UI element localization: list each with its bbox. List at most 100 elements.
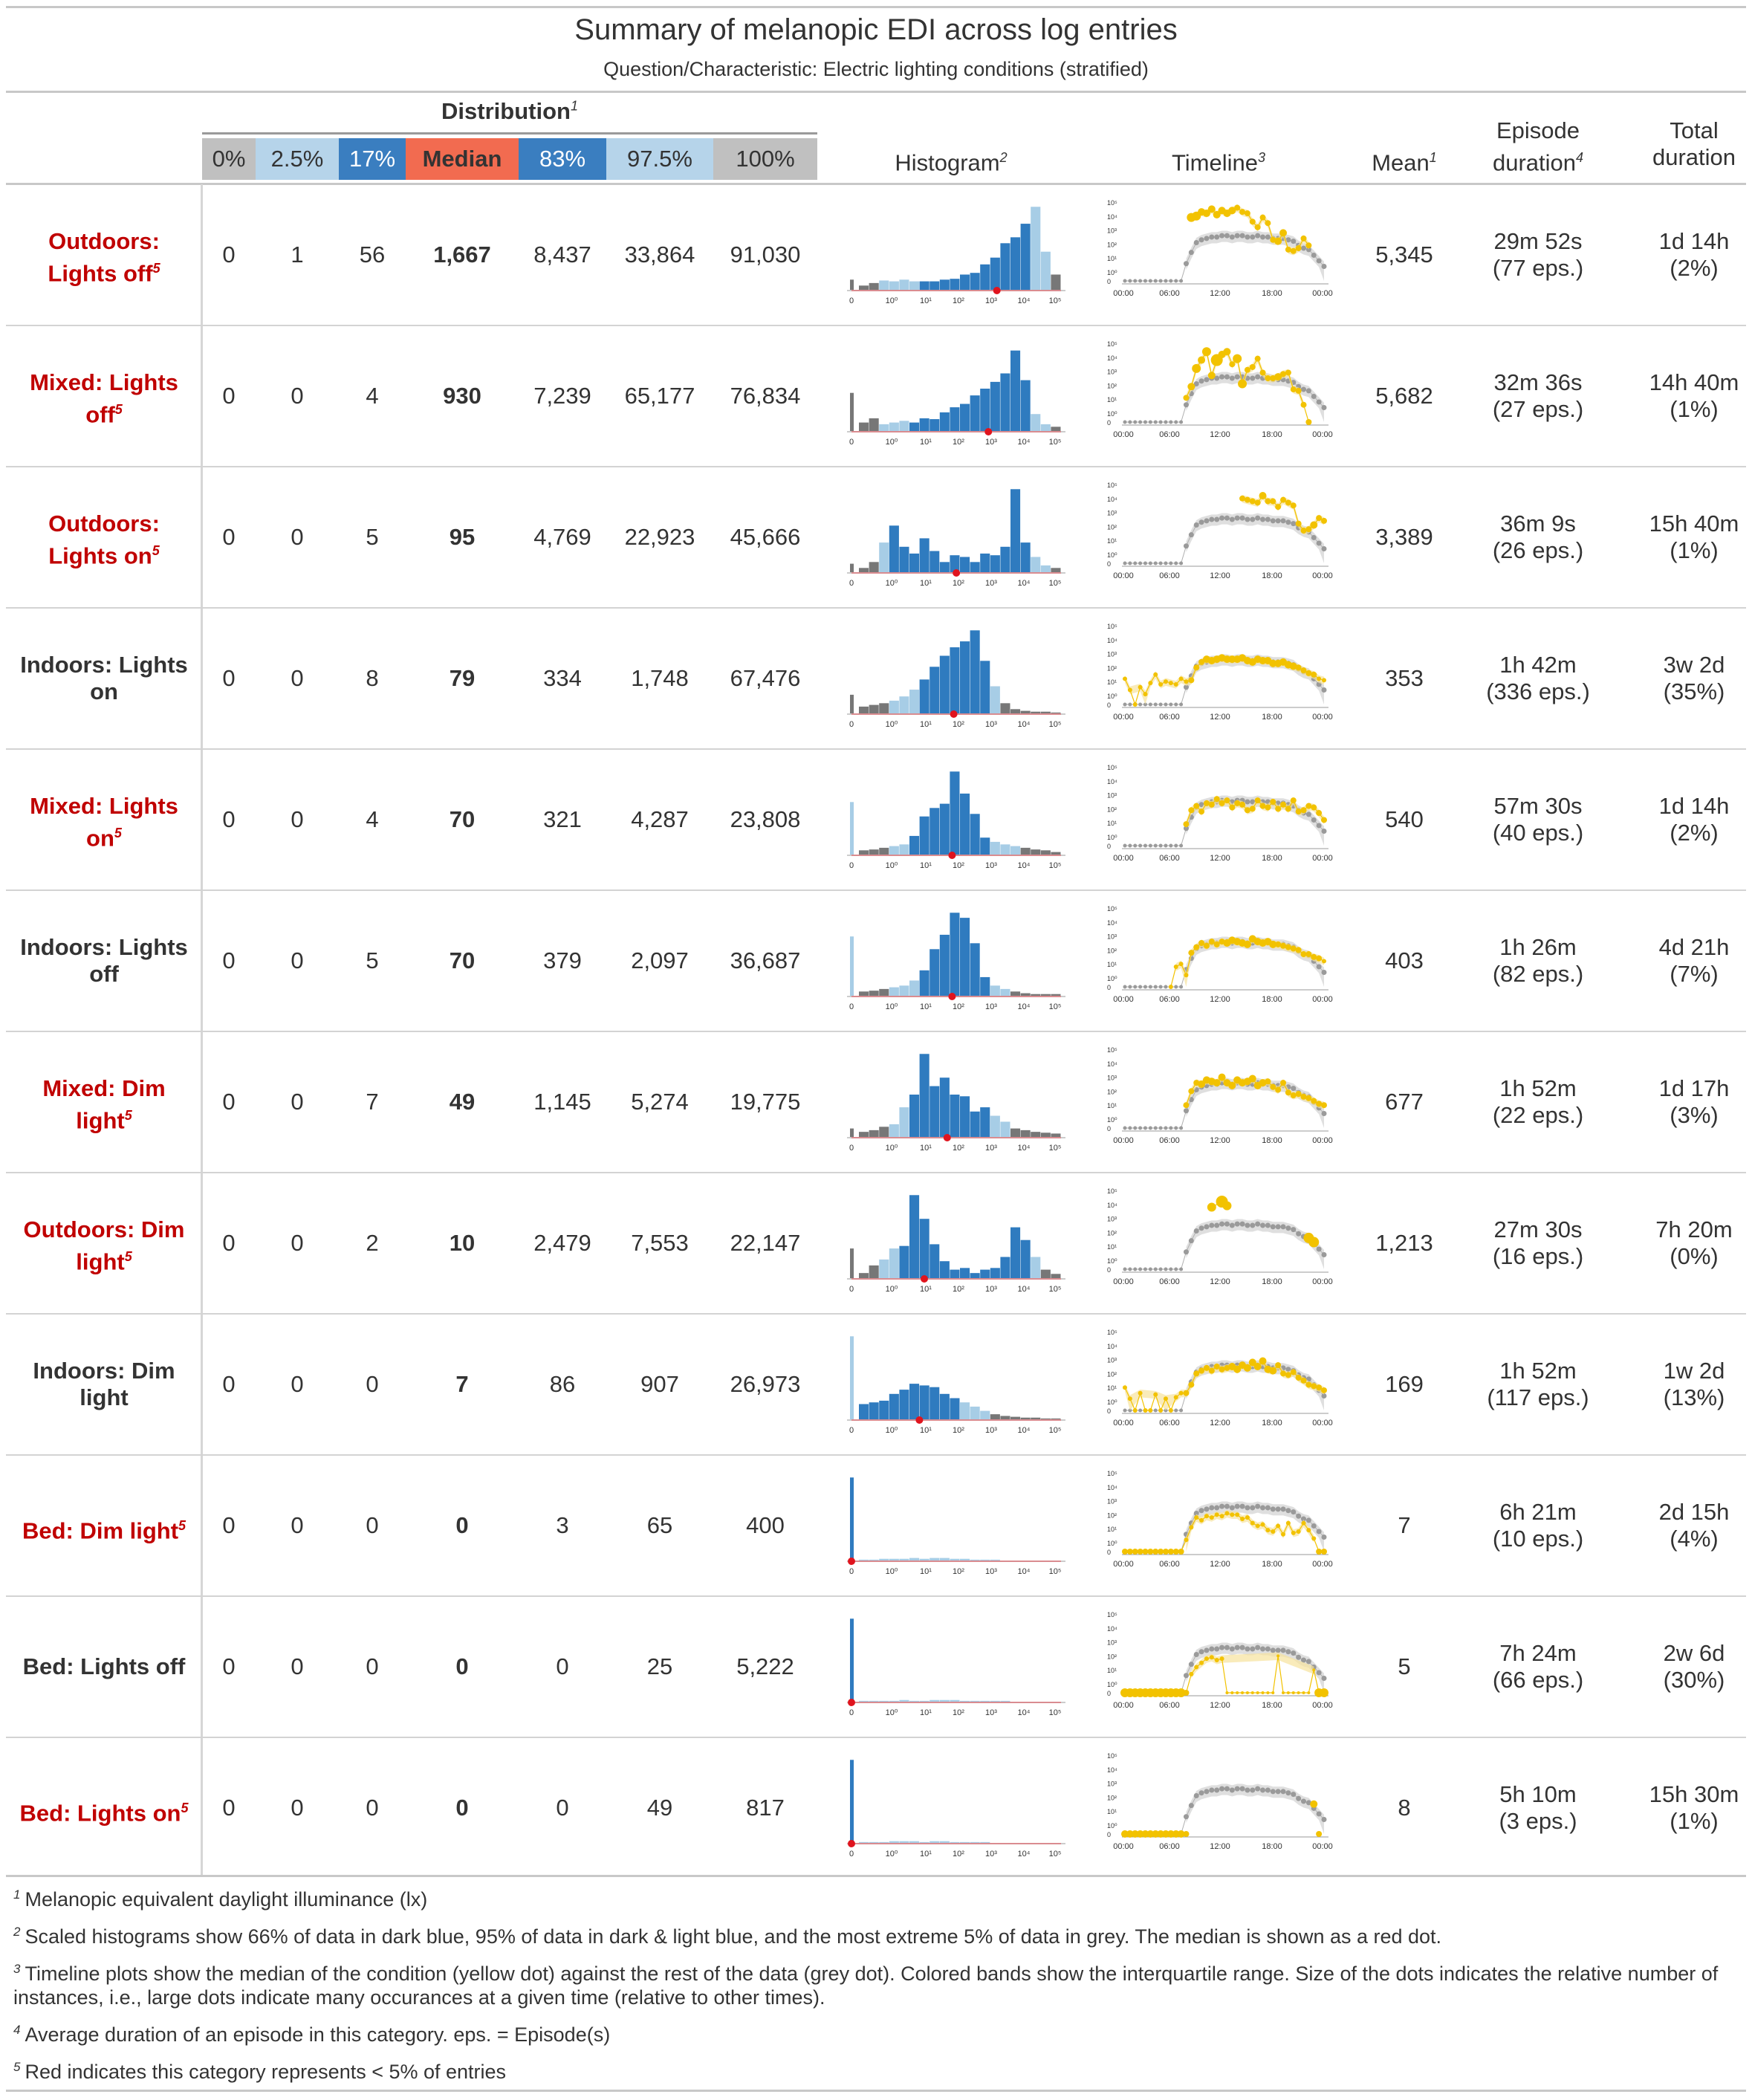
timeline-condition-dot — [1208, 801, 1215, 808]
episode-line: 1h 52m — [1499, 1075, 1577, 1101]
timeline-rest-dot — [1158, 561, 1163, 565]
hist-bar — [1040, 1132, 1051, 1137]
timeline-condition-dot — [1153, 672, 1158, 677]
timeline-rest-dot — [1301, 1798, 1307, 1804]
timeline-rest-dot — [1229, 1646, 1235, 1652]
timeline-y-label: 10¹ — [1107, 1526, 1117, 1533]
timeline-rest-dot — [1219, 374, 1225, 380]
timeline-y-label: 0 — [1107, 278, 1111, 285]
timeline-condition-dot — [1274, 237, 1282, 245]
timeline-condition-dot — [1193, 803, 1200, 809]
timeline-rest-dot — [1153, 843, 1158, 848]
timeline-rest-dot — [1255, 1644, 1261, 1650]
timeline-condition-dot — [1285, 246, 1291, 253]
hist-bar — [980, 1269, 990, 1278]
timeline-tick-label: 06:00 — [1159, 1277, 1180, 1286]
value-cell: 70 — [449, 947, 476, 973]
timeline-y-label: 10⁰ — [1107, 1822, 1117, 1830]
value-cell: 0 — [222, 383, 236, 409]
total-line: 1d 14h — [1658, 228, 1730, 254]
hist-bar — [1031, 414, 1041, 431]
value-cell: 1 — [291, 242, 304, 268]
timeline-y-label: 10⁵ — [1107, 340, 1117, 348]
timeline-condition-dot — [1300, 528, 1307, 534]
timeline-condition-dot — [1310, 521, 1318, 529]
hist-tick-label: 10³ — [985, 861, 997, 870]
timeline-condition-dot — [1280, 496, 1287, 503]
timeline-rest-dot — [1224, 1503, 1230, 1509]
timeline-tick-label: 00:00 — [1113, 430, 1134, 439]
timeline-condition-dot — [1259, 492, 1267, 500]
mean-cell: 169 — [1385, 1371, 1424, 1397]
timeline-condition-dot — [1269, 1367, 1277, 1375]
timeline-rest-dot — [1305, 811, 1311, 817]
episode-line: (117 eps.) — [1487, 1384, 1589, 1410]
timeline-rest-dot — [1224, 374, 1230, 380]
hist-bar — [980, 837, 990, 855]
timeline-condition-dot — [1274, 373, 1282, 381]
timeline-condition-dot — [1311, 1536, 1317, 1541]
mean-cell: 5,345 — [1375, 242, 1433, 268]
timeline-rest-dot — [1234, 233, 1240, 239]
timeline-condition-dot — [1208, 939, 1215, 945]
value-cell: 0 — [366, 1371, 379, 1397]
timeline-rest-dot — [1214, 375, 1220, 381]
timeline-y-label: 10⁰ — [1107, 1257, 1117, 1265]
hist-tick-label: 10⁰ — [886, 861, 898, 870]
timeline-condition-dot — [1280, 371, 1287, 377]
timeline-rest-dot — [1183, 1249, 1189, 1255]
value-cell: 22,923 — [624, 524, 695, 550]
hist-median-dot — [984, 428, 993, 435]
total-cell: 2d 15h (4%) — [1627, 1499, 1752, 1552]
timeline-y-label: 10³ — [1107, 369, 1117, 376]
hist-bar — [859, 1841, 869, 1843]
hist-tick-label: 0 — [849, 1426, 854, 1435]
timeline-y-label: 10⁰ — [1107, 834, 1117, 841]
timeline-condition-dot — [1285, 1372, 1291, 1378]
hist-tick-label: 10⁴ — [1018, 579, 1031, 588]
value-cell: 0 — [222, 1512, 236, 1538]
timeline-rest-dot — [1204, 377, 1210, 383]
timeline-condition-dot — [1225, 1691, 1229, 1694]
hist-bar — [1020, 224, 1031, 290]
total-cell: 7h 20m (0%) — [1627, 1216, 1752, 1270]
timeline-y-label: 10² — [1107, 1229, 1117, 1237]
hist-bar — [980, 1700, 990, 1702]
timeline-condition-dot — [1260, 1522, 1265, 1527]
timeline-rest-dot — [1245, 1505, 1250, 1511]
hist-median-dot — [915, 1416, 924, 1424]
hist-bar — [909, 690, 920, 713]
timeline-rest-dot — [1128, 420, 1132, 424]
timeline-condition-dot — [1249, 363, 1256, 370]
hist-tick-label: 10⁰ — [886, 1002, 898, 1011]
hist-tick-label: 10⁴ — [1018, 1850, 1031, 1858]
hist-bar — [869, 1402, 879, 1419]
hist-bar — [990, 1700, 1000, 1702]
timeline-tick-label: 06:00 — [1159, 713, 1180, 722]
histogram-header: Histogram2 — [895, 149, 1008, 176]
timeline-rest-dot — [1285, 1367, 1291, 1373]
timeline-condition-dot — [1234, 204, 1241, 211]
hist-bar — [879, 1841, 889, 1843]
timeline-y-label: 10² — [1107, 1370, 1117, 1378]
total-line: (30%) — [1663, 1667, 1725, 1693]
timeline-condition-dot — [1213, 941, 1220, 947]
timeline-rest-dot — [1164, 1267, 1168, 1271]
total-cell: 2w 6d (30%) — [1627, 1640, 1752, 1694]
hist-tick-label: 10¹ — [920, 1708, 932, 1717]
timeline-condition-dot — [1275, 1362, 1282, 1369]
timeline-rest-dot — [1128, 561, 1132, 565]
hist-zero-bar — [850, 1477, 854, 1561]
hist-bar — [919, 1558, 929, 1561]
timeline-rest-dot — [1143, 279, 1147, 283]
timeline-rest-dot — [1250, 375, 1256, 381]
value-cell: 0 — [366, 1795, 379, 1821]
timeline-condition-dot — [1153, 1392, 1158, 1397]
timeline-condition-dot — [1290, 386, 1297, 393]
timeline-rest-dot — [1123, 279, 1127, 283]
hist-bar — [879, 1259, 889, 1278]
timeline-condition-dot — [1279, 229, 1288, 237]
timeline-condition-dot — [1301, 1520, 1306, 1526]
timeline-rest-dot — [1138, 1267, 1143, 1271]
timeline-condition-dot — [1173, 1395, 1178, 1400]
